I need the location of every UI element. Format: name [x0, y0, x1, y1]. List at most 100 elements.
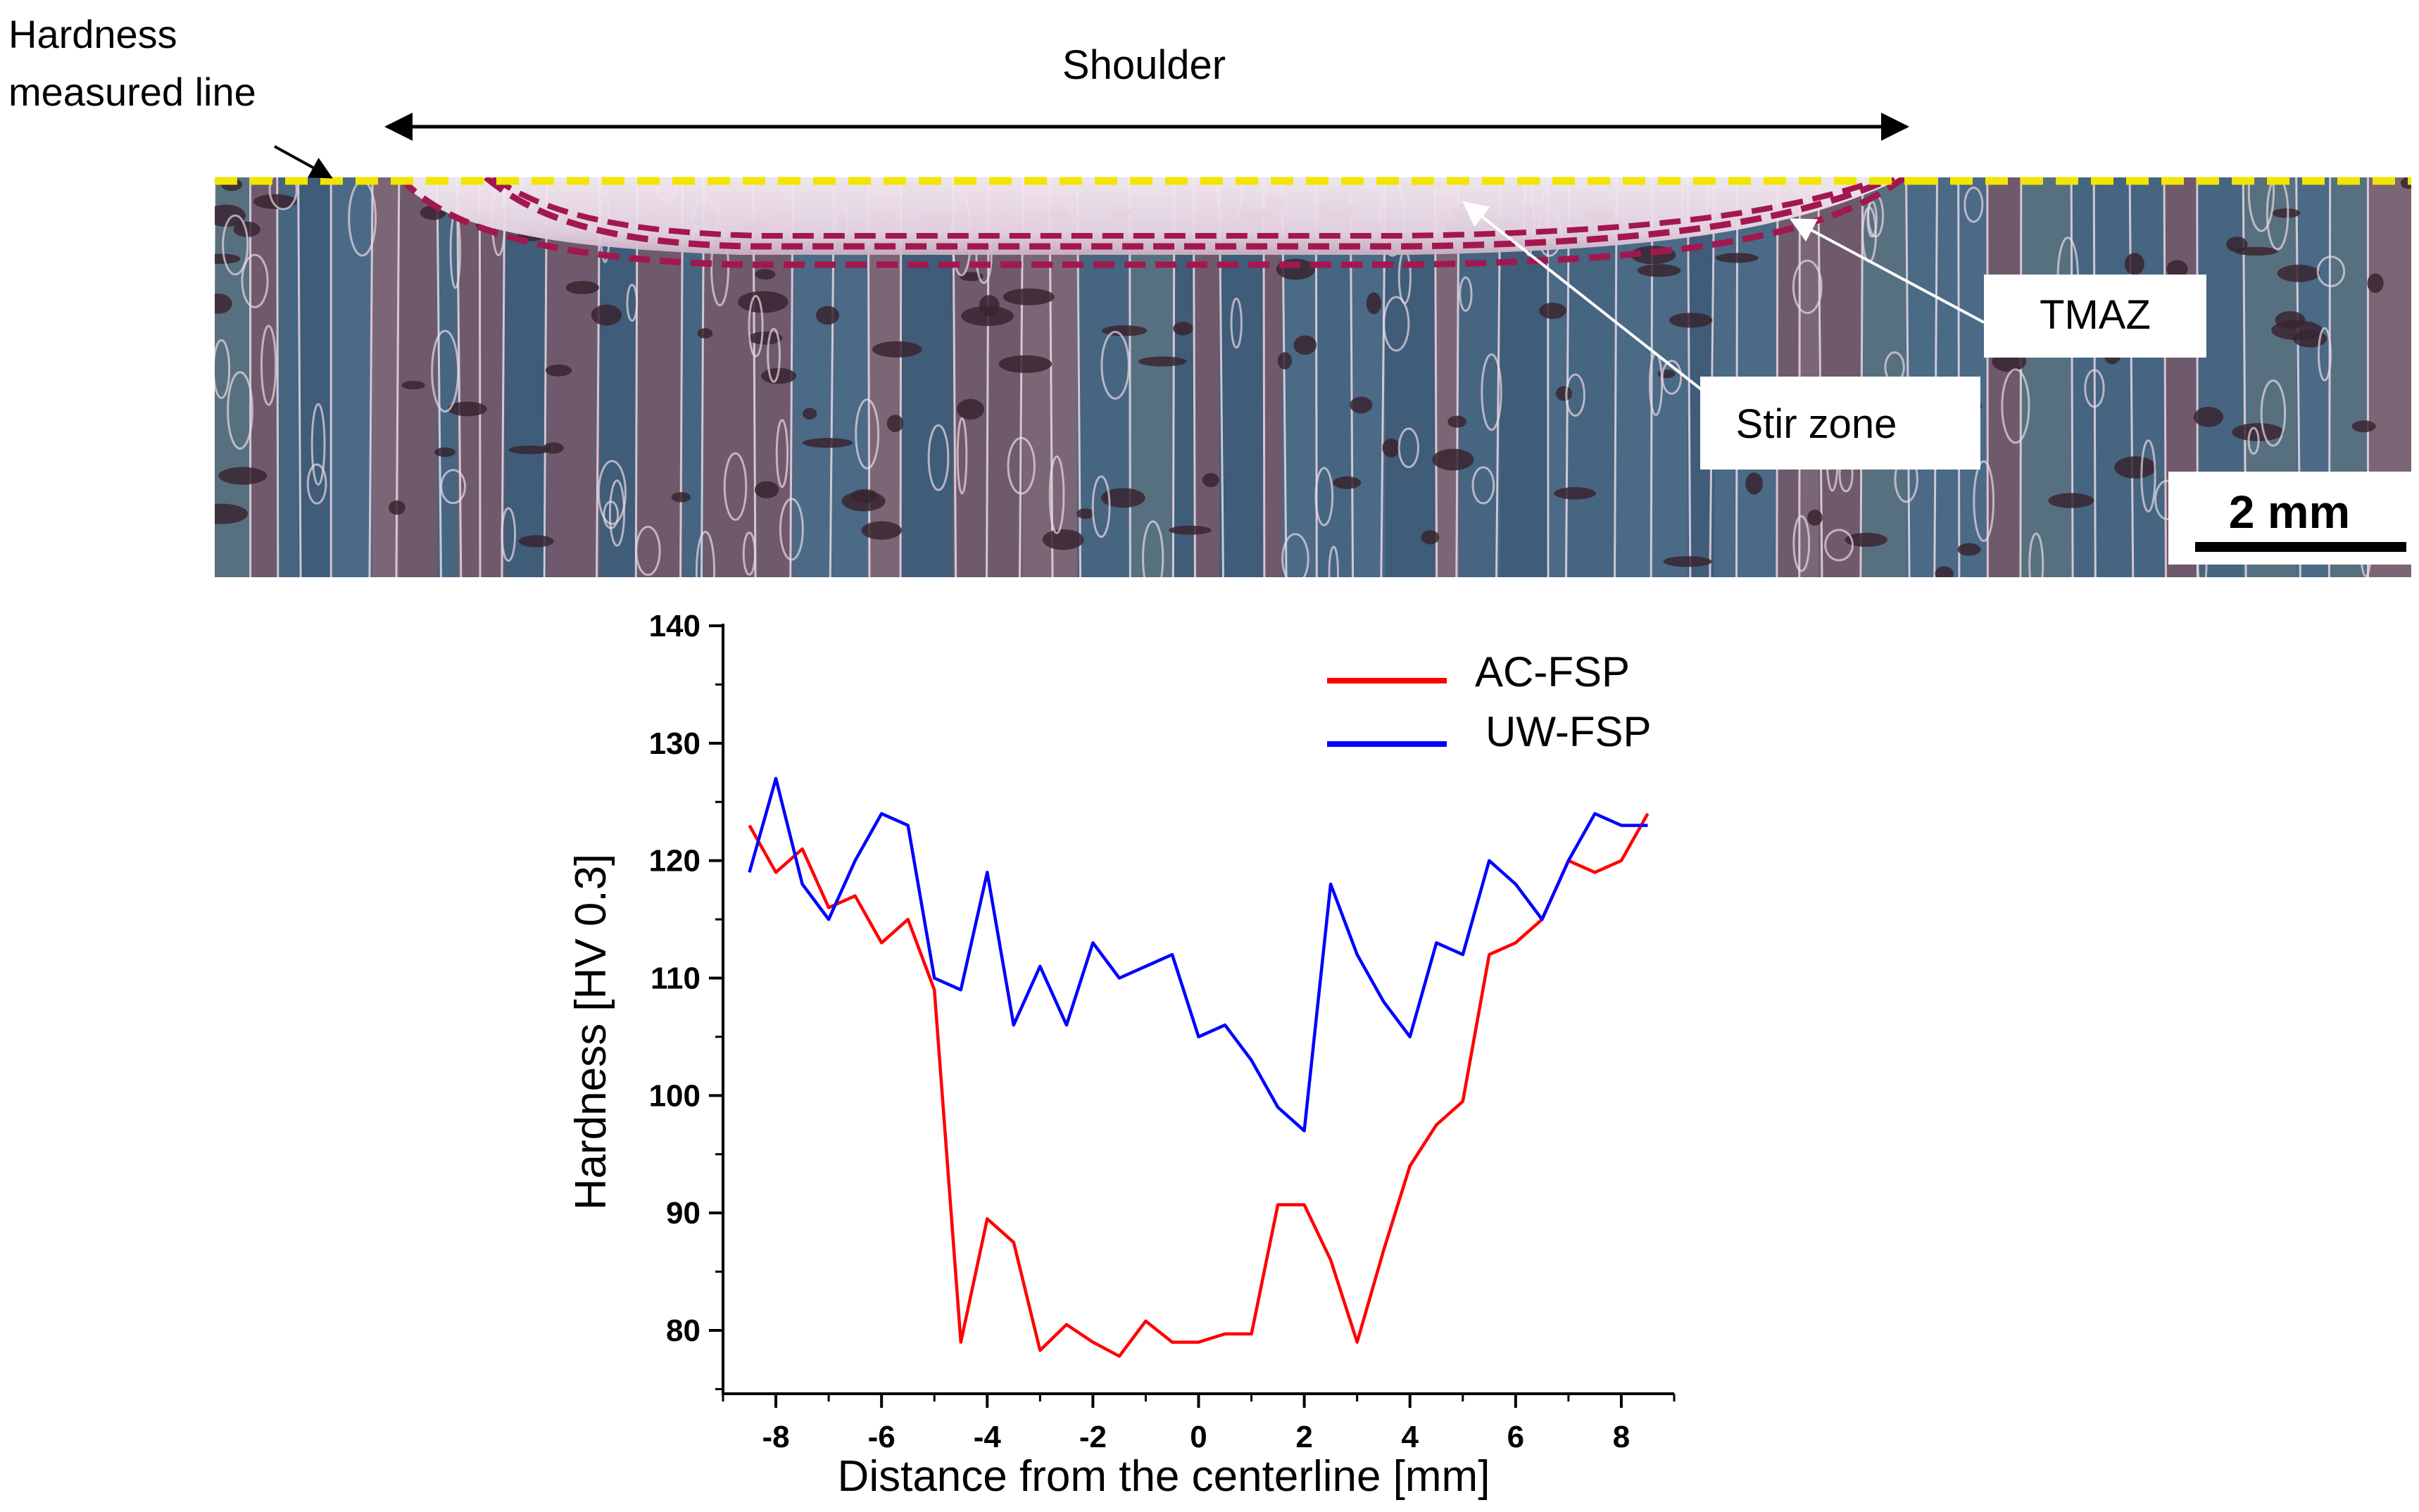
x-tick-label: -6 [868, 1420, 896, 1454]
x-axis-label: Distance from the centerline [mm] [838, 1452, 1490, 1501]
stir-zone-label: Stir zone [1736, 401, 1897, 447]
x-tick-label: -4 [974, 1420, 1002, 1454]
x-tick-label: -2 [1079, 1420, 1107, 1454]
dark-particle [816, 305, 840, 325]
grain-outline [1481, 353, 1502, 431]
grain-outline [1007, 436, 1036, 495]
dark-particle [1669, 313, 1713, 328]
grain-outline [2247, 427, 2260, 455]
series-line-ac-fsp [748, 812, 1650, 1358]
dark-particle [518, 535, 554, 548]
grain-outline [1100, 331, 1130, 400]
grain-column [250, 177, 277, 577]
grain-column [298, 177, 332, 577]
dark-particle [2351, 420, 2376, 433]
dark-particle [2166, 260, 2188, 278]
dark-particle [754, 481, 779, 498]
dark-particle [1447, 415, 1466, 428]
grain-outline [2316, 256, 2346, 287]
grain-boundary [1650, 177, 1654, 577]
dark-particle [1556, 386, 1572, 401]
dark-particle [841, 491, 886, 512]
legend-label-uw-fsp: UW-FSP [1485, 708, 1652, 755]
dark-particle [959, 272, 984, 282]
grain-outline [241, 253, 269, 308]
y-tick-label: 120 [649, 844, 700, 878]
dark-particle [1366, 292, 1382, 315]
dark-particle [872, 341, 922, 358]
y-axis-label: Hardness [HV 0.3] [567, 854, 615, 1211]
grain-outline [215, 339, 231, 399]
grain-boundary [297, 177, 302, 577]
dark-particle [1432, 448, 1474, 471]
grain-outline [2260, 379, 2287, 447]
dark-particle [957, 398, 985, 420]
grain-outline [1459, 276, 1473, 312]
dark-particle [1657, 370, 1676, 379]
y-tick-label: 100 [649, 1078, 700, 1113]
grain-outline [2001, 368, 2030, 444]
grain-column [372, 177, 399, 577]
dark-particle [1421, 530, 1440, 545]
y-tick-label: 140 [649, 609, 700, 643]
dark-particle [2275, 310, 2306, 329]
dark-particle [218, 467, 268, 485]
plot-series [748, 776, 1650, 1358]
series-line-uw-fsp [748, 776, 1648, 1133]
y-tick-label: 80 [666, 1313, 700, 1348]
hardness-line-label-line2: measured line [8, 70, 256, 114]
x-tick-label: 0 [1190, 1420, 1207, 1454]
dark-particle [1663, 556, 1712, 567]
dark-particle [1935, 566, 1954, 577]
grain-outline [603, 500, 620, 529]
grain-outline [2247, 177, 2275, 232]
x-tick-label: -8 [762, 1420, 789, 1454]
grain-boundary [2163, 177, 2167, 577]
dark-particle [2277, 265, 2320, 282]
tmaz-boundary-middle [484, 177, 1895, 250]
y-tick-label: 90 [666, 1196, 700, 1230]
grain-outline [1866, 201, 1878, 238]
dark-particle [1554, 487, 1596, 500]
grain-outline [695, 530, 716, 577]
grain-outline [1281, 533, 1309, 577]
grain-boundary [2128, 177, 2135, 577]
grain-outline [227, 371, 253, 450]
grain-outline [501, 507, 517, 562]
stir-zone-boundary-inner [491, 177, 1888, 239]
grain-boundary [2092, 177, 2097, 577]
grain-outline [1471, 466, 1495, 505]
grain-column [479, 177, 505, 577]
dark-particle [886, 415, 904, 432]
dark-particle [2234, 246, 2278, 256]
grain-outline [1792, 259, 1823, 315]
dark-particle [388, 500, 406, 515]
dark-particle [1202, 473, 1219, 488]
grain-outline [222, 214, 249, 276]
x-tick-label: 6 [1507, 1420, 1524, 1454]
grain-outline [1964, 187, 1984, 223]
grain-outline [608, 479, 626, 547]
grain-column [2130, 177, 2165, 577]
grain-boundary [215, 177, 216, 308]
grain-column [2021, 177, 2072, 577]
dark-particle [1138, 356, 1187, 367]
grain-outline [1792, 515, 1811, 572]
grain-outline [1973, 460, 1995, 542]
grain-outline [956, 417, 968, 495]
x-tick-label: 2 [1295, 1420, 1312, 1454]
dark-particle [961, 305, 1014, 327]
stir-zone-pointer [1462, 201, 1709, 396]
grain-boundary [2070, 177, 2074, 577]
x-tick-label: 8 [1613, 1420, 1630, 1454]
grain-outline [1328, 546, 1339, 577]
dark-particle [1293, 335, 1317, 355]
dark-particle [447, 401, 487, 417]
grain-outline [2140, 439, 2156, 512]
grain-outline [1397, 427, 1419, 469]
grain-outline [1383, 296, 1410, 352]
grain-column [398, 177, 437, 577]
grain-boundary [455, 177, 463, 577]
grain-boundary [436, 177, 442, 577]
dark-particle [755, 269, 776, 280]
